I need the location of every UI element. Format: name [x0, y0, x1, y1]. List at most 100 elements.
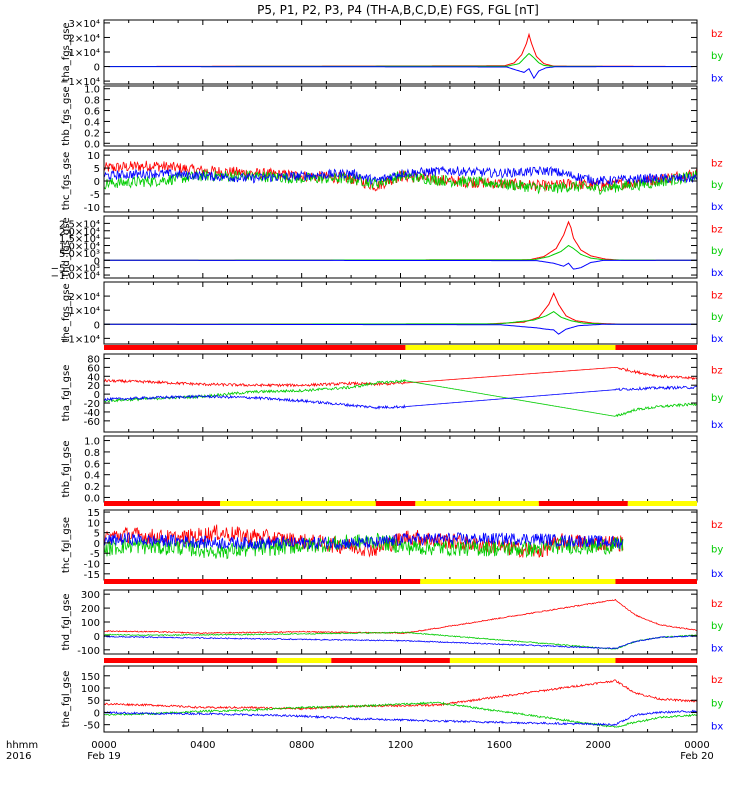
y-tick-label: 0 [94, 256, 100, 267]
y-tick-label: 3×10⁴ [69, 19, 100, 30]
panel-thd_fgl_gse: 300 200 100 0 -100 thd_fgl_gse bz by bx [61, 589, 723, 657]
y-tick-label: 0.2 [84, 482, 100, 493]
mode-segment [220, 501, 376, 506]
time-tick-label: 0800 [289, 740, 314, 751]
y-tick-label: 0.6 [84, 459, 100, 470]
thd2-mode-bar [104, 579, 697, 584]
series-line-bz [104, 524, 624, 558]
y-tick-label: 0 [94, 390, 100, 401]
y-tick-label: -10 [84, 203, 100, 214]
y-tick-label: 5 [94, 164, 100, 175]
time-tick-label: 0000 [91, 740, 116, 751]
legend-by: by [711, 393, 723, 404]
y-tick-label: -10 [84, 560, 100, 571]
y-tick-label: −1.0×10⁴ [51, 271, 100, 282]
legend-bx: bx [711, 202, 723, 213]
mode-segment [449, 658, 616, 663]
y-tick-label: 0 [94, 632, 100, 643]
panel-thb_fgl_gse: 1.00.80.60.40.20.0 thb_fgl_gse [61, 435, 698, 504]
y-tick-label: 200 [81, 604, 100, 615]
y-tick-label: -20 [84, 399, 100, 410]
y-tick-label: 5.0×10³ [59, 249, 100, 260]
panel-ylabel: thc_fgl_gse [61, 517, 72, 573]
y-tick-label: -40 [84, 408, 100, 419]
time-axis-row2-label: 2016 [6, 751, 31, 762]
y-tick-label: −1×10⁴ [60, 334, 100, 345]
figure-title: P5, P1, P2, P3, P4 (TH-A,B,C,D,E) FGS, F… [257, 3, 539, 17]
y-tick-label: 2.5×10⁴ [59, 219, 100, 230]
y-tick-label: -5 [90, 549, 100, 560]
y-tick-label: 100 [81, 618, 100, 629]
series-line-bx [104, 165, 697, 186]
legend-by: by [711, 621, 723, 632]
y-tick-label: 1.5×10⁴ [59, 234, 100, 245]
legend-by: by [711, 545, 723, 556]
y-tick-label: 50 [87, 696, 100, 707]
panel-series-group [104, 160, 697, 195]
y-tick-label: 1×10⁴ [69, 306, 100, 317]
mode-segment [538, 501, 628, 506]
series-line-bz [104, 679, 697, 711]
y-tick-label: 0.0 [84, 493, 100, 504]
panel-thc_fgs_gse: 10 5 0 -5 -10 thc_fgs_gse bz by bx [61, 149, 723, 214]
panel-ylabel: the_fgl_gse [61, 671, 72, 728]
y-tick-label: 0 [94, 320, 100, 331]
series-line-bx [104, 66, 697, 80]
y-tick-label: 20 [87, 381, 100, 392]
time-tick-date: Feb 20 [680, 751, 714, 762]
panel-ylabel: the_fgs_gse [61, 283, 72, 342]
y-tick-label: 1.0 [84, 437, 100, 448]
y-tick-label: 10 [87, 518, 100, 529]
legend-bz: bz [711, 520, 723, 531]
series-line-bx [104, 709, 697, 727]
time-tick-label: 2000 [585, 740, 610, 751]
y-tick-label: 1.0×10⁴ [59, 242, 100, 253]
mode-segment [331, 658, 450, 663]
panel-ylabel: thb_fgs_gse [61, 86, 72, 145]
legend-bx: bx [711, 644, 723, 655]
y-tick-label: 10 [87, 151, 100, 162]
mode-segment [627, 501, 697, 506]
time-tick-label: 0000 [684, 740, 709, 751]
y-tick-label: 0 [94, 63, 100, 74]
y-tick-label: 300 [81, 590, 100, 601]
y-tick-label: 0.8 [84, 96, 100, 107]
y-tick-label: 2×10⁴ [69, 33, 100, 44]
mode-segment [405, 345, 616, 350]
panel-series-group [104, 524, 624, 560]
legend-bx: bx [711, 721, 723, 732]
y-tick-label: 0 [94, 177, 100, 188]
panel-series-group [104, 679, 697, 728]
mode-segment [615, 658, 697, 663]
panel-series-group [104, 220, 697, 270]
panel-ylabel: thc_fgs_gse [61, 152, 72, 211]
legend-bx: bx [711, 334, 723, 345]
mode-segment [104, 579, 421, 584]
series-line-by [104, 379, 697, 418]
series-line-bz [104, 366, 697, 388]
y-tick-label: 0 [94, 539, 100, 550]
y-tick-label: −5.0×10³ [51, 264, 100, 275]
series-line-bx [104, 259, 697, 270]
legend-by: by [711, 180, 723, 191]
series-line-bx [104, 531, 624, 551]
mode-segment [375, 501, 416, 506]
panel-ylabel: thb_fgl_gse [61, 441, 72, 498]
legend-by: by [711, 698, 723, 709]
y-tick-label: 15 [87, 508, 100, 519]
y-tick-label: 1.0 [84, 85, 100, 96]
legend-by: by [711, 246, 723, 257]
series-line-by [104, 701, 697, 728]
legend-bz: bz [711, 158, 723, 169]
panel-series-group [104, 32, 697, 80]
y-tick-label: -50 [84, 721, 100, 732]
y-tick-label: 0.4 [84, 117, 100, 128]
panel-thd_fgs_gse: 2.5×10⁴2.0×10⁴1.5×10⁴1.0×10⁴5.0×10³0−5.0… [51, 215, 723, 282]
series-line-bx [104, 385, 697, 410]
mode-bars [104, 345, 697, 663]
